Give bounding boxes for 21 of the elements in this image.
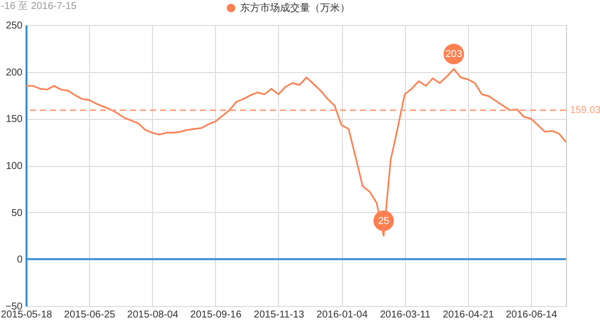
line-series xyxy=(25,68,567,237)
y-tick-label: 150 xyxy=(6,114,23,126)
x-tick-label: 2015-11-13 xyxy=(254,310,305,320)
x-tick-label: 2015-08-04 xyxy=(127,310,179,320)
y-tick-label: 250 xyxy=(6,20,23,32)
x-tick-label: 2015-05-18 xyxy=(0,310,53,320)
y-tick-label: 100 xyxy=(6,161,23,172)
x-tick-label: 2016-01-04 xyxy=(316,310,368,320)
annotation: 25 xyxy=(378,216,390,227)
x-tick-label: 2015-06-25 xyxy=(64,310,116,320)
ref-line-label: 159.03 xyxy=(570,105,600,116)
x-tick-label: 2016-04-21 xyxy=(442,310,494,320)
y-tick-label: 50 xyxy=(11,208,23,219)
x-tick-label: 2016-06-14 xyxy=(506,310,558,320)
x-tick-label: 2015-09-16 xyxy=(190,310,242,320)
chart-title: -16 至 2016-7-15 xyxy=(1,1,78,12)
annotation: 203 xyxy=(445,49,463,60)
x-tick-label: 2016-03-11 xyxy=(380,310,431,320)
y-tick-label: 200 xyxy=(6,67,23,78)
y-tick-label: 0 xyxy=(16,254,23,266)
legend-label: 东方市场成交量（万米） xyxy=(240,2,350,14)
